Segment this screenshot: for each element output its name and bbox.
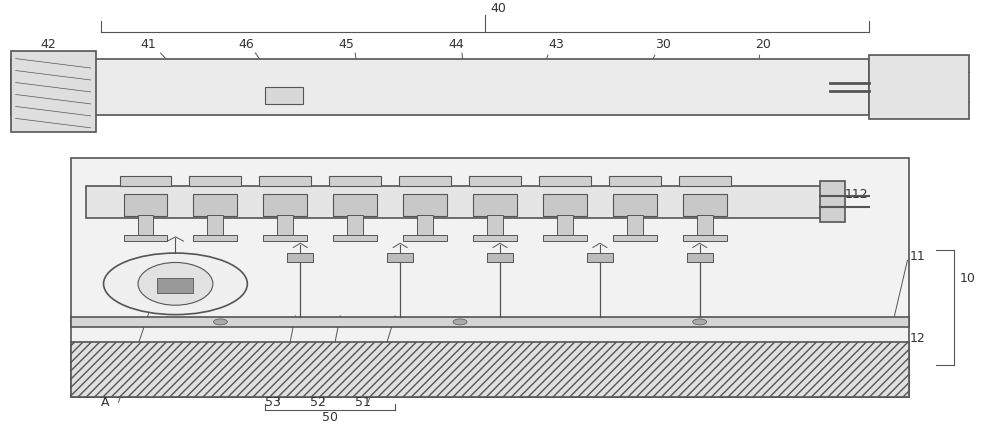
- Bar: [609, 176, 661, 185]
- Bar: [683, 235, 727, 241]
- Circle shape: [453, 319, 467, 325]
- Bar: [124, 235, 167, 241]
- Text: 52: 52: [310, 396, 326, 409]
- Text: 20: 20: [755, 38, 771, 51]
- Bar: [469, 176, 521, 185]
- Bar: [71, 342, 909, 397]
- Text: 43: 43: [548, 38, 564, 51]
- Bar: [189, 176, 241, 185]
- Bar: [473, 235, 517, 241]
- Bar: [157, 278, 193, 293]
- Bar: [417, 216, 433, 237]
- Bar: [207, 216, 223, 237]
- Bar: [687, 253, 713, 263]
- Text: 11: 11: [909, 250, 925, 264]
- Bar: [543, 235, 587, 241]
- Bar: [138, 216, 153, 237]
- Text: 51: 51: [355, 396, 371, 409]
- Bar: [193, 235, 237, 241]
- Text: 50: 50: [322, 411, 338, 424]
- Circle shape: [213, 319, 227, 325]
- Bar: [557, 216, 573, 237]
- Bar: [543, 194, 587, 216]
- Bar: [387, 253, 413, 263]
- Bar: [263, 194, 307, 216]
- Bar: [347, 216, 363, 237]
- Bar: [120, 176, 171, 185]
- Bar: [193, 194, 237, 216]
- Text: 10: 10: [959, 272, 975, 285]
- Circle shape: [104, 253, 247, 314]
- Text: 30: 30: [655, 38, 671, 51]
- Bar: [697, 216, 713, 237]
- Bar: [683, 194, 727, 216]
- Bar: [679, 176, 731, 185]
- Bar: [473, 194, 517, 216]
- Text: 41: 41: [141, 38, 156, 51]
- Bar: [11, 51, 96, 132]
- Bar: [613, 235, 657, 241]
- Bar: [259, 176, 311, 185]
- Bar: [333, 194, 377, 216]
- Bar: [333, 235, 377, 241]
- Text: 53: 53: [265, 396, 281, 409]
- Bar: [399, 176, 451, 185]
- Bar: [869, 55, 969, 119]
- Text: 46: 46: [238, 38, 254, 51]
- Bar: [487, 253, 513, 263]
- Bar: [487, 216, 503, 237]
- Text: 12: 12: [909, 331, 925, 345]
- Bar: [263, 235, 307, 241]
- Text: A: A: [101, 396, 109, 409]
- Bar: [613, 194, 657, 216]
- Bar: [329, 176, 381, 185]
- Text: 112: 112: [845, 188, 868, 201]
- Text: 42: 42: [41, 38, 56, 51]
- Bar: [627, 216, 643, 237]
- Bar: [403, 194, 447, 216]
- Ellipse shape: [138, 263, 213, 305]
- Bar: [86, 185, 835, 218]
- Bar: [287, 253, 313, 263]
- Bar: [71, 158, 909, 397]
- Text: 40: 40: [490, 2, 506, 15]
- Bar: [124, 194, 167, 216]
- Circle shape: [693, 319, 707, 325]
- Text: 44: 44: [448, 38, 464, 51]
- Bar: [403, 235, 447, 241]
- Bar: [820, 181, 845, 222]
- Bar: [11, 60, 869, 115]
- Text: 45: 45: [338, 38, 354, 51]
- Bar: [265, 87, 303, 104]
- Bar: [539, 176, 591, 185]
- Bar: [277, 216, 293, 237]
- Bar: [587, 253, 613, 263]
- Bar: [71, 317, 909, 327]
